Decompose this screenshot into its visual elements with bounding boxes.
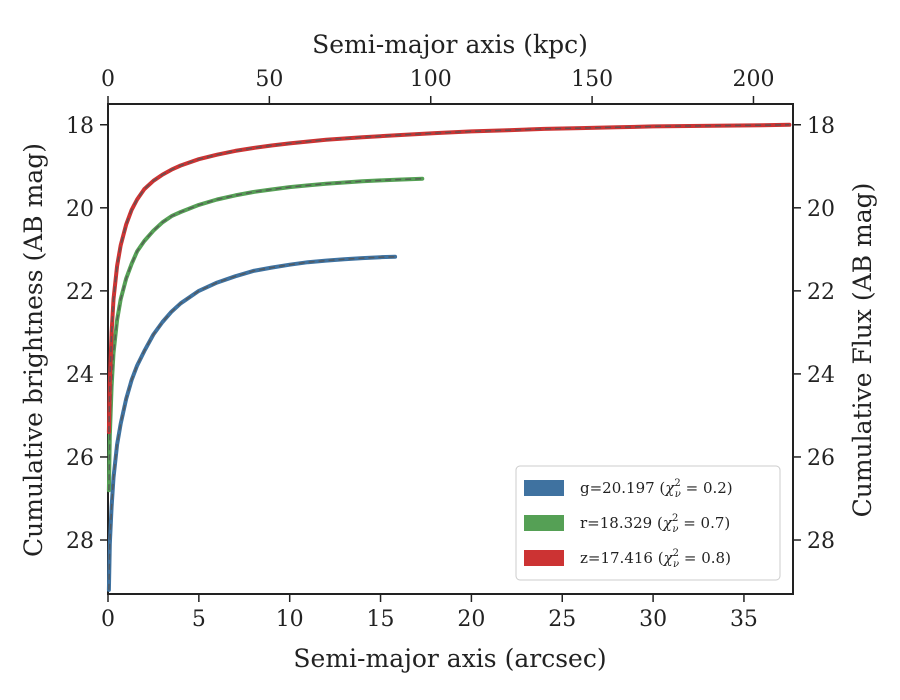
y2-tick-label: 28 (807, 529, 835, 554)
y-tick-label: 18 (66, 114, 94, 139)
legend-swatch-2 (524, 550, 564, 566)
legend-swatch-1 (524, 515, 564, 531)
y-tick-label: 28 (66, 529, 94, 554)
x-tick-label: 20 (457, 607, 485, 632)
y2-tick-label: 26 (807, 446, 835, 471)
series-line-2 (106, 122, 792, 435)
y-axis-label: Cumulative brightness (AB mag) (19, 143, 48, 557)
x-tick-label: 35 (730, 607, 758, 632)
x2-axis-label: Semi-major axis (kpc) (312, 30, 588, 59)
x-tick-label: 30 (639, 607, 667, 632)
x-tick-label: 10 (276, 607, 304, 632)
y2-tick-label: 18 (807, 114, 835, 139)
legend-label-2: z=17.416 (χ2 ν = 0.8) (580, 548, 731, 570)
x2-tick-label: 50 (255, 67, 283, 92)
legend-label-1: r=18.329 (χ2 ν = 0.7) (580, 513, 730, 535)
y2-tick-label: 24 (807, 363, 835, 388)
y2-tick-label: 20 (807, 197, 835, 222)
y-tick-label: 26 (66, 446, 94, 471)
model-fit-line-0 (108, 256, 396, 590)
plot-frame (107, 103, 794, 595)
model-fit-line-2 (108, 124, 790, 433)
x2-tick-label: 100 (410, 67, 452, 92)
series-line-0 (106, 254, 398, 592)
ticks: 0 5 10 15 20 25 30 35 0 50 100 150 200 18 18 20 20 22 22 24… (66, 67, 835, 632)
x-tick-label: 25 (548, 607, 576, 632)
x-axis-label: Semi-major axis (arcsec) (293, 644, 606, 673)
x-tick-label: 15 (367, 607, 395, 632)
curves (106, 122, 792, 592)
x2-tick-label: 150 (571, 67, 613, 92)
x2-tick-label: 200 (732, 67, 774, 92)
y-tick-label: 22 (66, 280, 94, 305)
y-tick-label: 24 (66, 363, 94, 388)
legend-box (515, 465, 781, 581)
y2-axis-label: Cumulative Flux (AB mag) (848, 183, 877, 518)
plot-border (107, 103, 794, 595)
x-tick-label: 0 (101, 607, 115, 632)
model-fit-line-1 (108, 177, 423, 491)
y2-tick-label: 22 (807, 280, 835, 305)
legend-label-0: g=20.197 (χ2 ν = 0.2) (580, 478, 733, 500)
legend-swatch-0 (524, 480, 564, 496)
y-tick-label: 20 (66, 197, 94, 222)
legend: g=20.197 (χ2 ν = 0.2) r=18.329 (χ2 ν = 0.7)… (515, 465, 781, 581)
x2-tick-label: 0 (101, 67, 115, 92)
x-tick-label: 5 (192, 607, 206, 632)
